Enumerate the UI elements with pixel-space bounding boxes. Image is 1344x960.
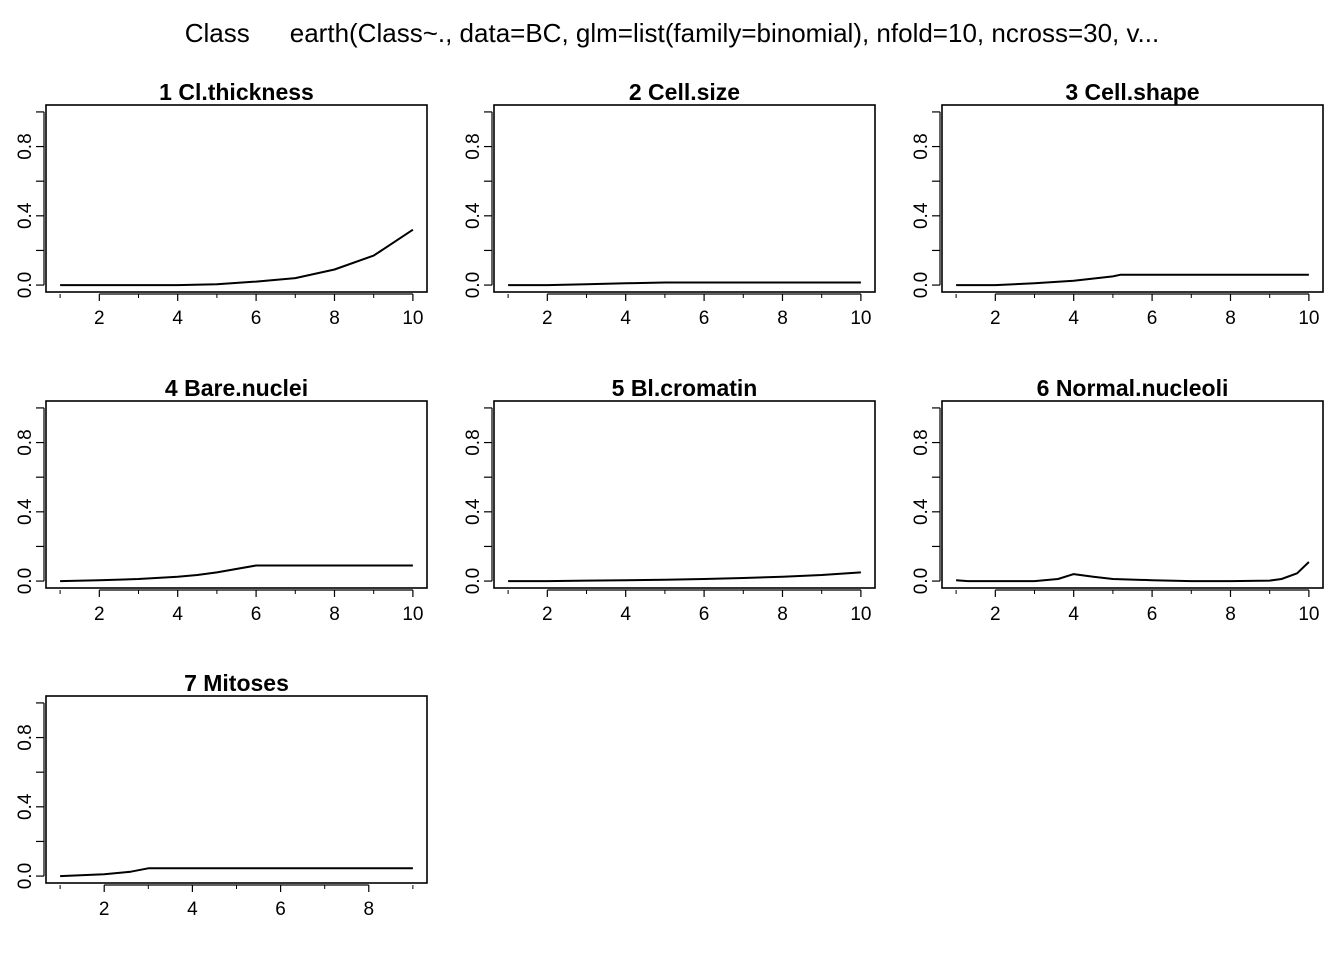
y-tick-label: 0.0 bbox=[911, 568, 932, 594]
series-line bbox=[60, 867, 413, 878]
x-tick-label: 6 bbox=[1147, 308, 1158, 329]
panel-7: 7 Mitoses 0.0 0.4 0.8 2 4 6 8 bbox=[15, 670, 428, 920]
series-line bbox=[956, 561, 1310, 583]
panel-title: 7 Mitoses bbox=[184, 670, 289, 696]
x-tick-label: 10 bbox=[402, 308, 423, 329]
y-tick-label: 0.8 bbox=[15, 429, 36, 455]
panel-4: 4 Bare.nuclei 0.0 0.4 0.8 2 4 6 8 10 bbox=[15, 375, 428, 625]
series-line bbox=[60, 564, 413, 583]
x-tick-label: 4 bbox=[172, 604, 183, 625]
panel-2: 2 Cell.size 0.0 0.4 0.8 2 4 6 8 10 bbox=[463, 79, 876, 329]
x-tick-label: 8 bbox=[777, 308, 788, 329]
x-tick-label: 4 bbox=[172, 308, 183, 329]
y-tick-label: 0.4 bbox=[463, 498, 484, 525]
y-tick-label: 0.4 bbox=[463, 202, 484, 229]
x-tick-label: 6 bbox=[699, 308, 710, 329]
x-tick-label: 8 bbox=[1225, 308, 1236, 329]
y-tick-label: 0.0 bbox=[15, 272, 36, 298]
y-tick-label: 0.0 bbox=[463, 272, 484, 298]
y-tick-label: 0.8 bbox=[463, 133, 484, 159]
panel-1: 1 Cl.thickness 0.0 0.4 0.8 2 4 6 8 10 bbox=[15, 79, 428, 329]
y-tick-label: 0.0 bbox=[463, 568, 484, 594]
x-tick-label: 8 bbox=[329, 308, 340, 329]
x-tick-label: 2 bbox=[94, 604, 105, 625]
series-line bbox=[508, 281, 861, 287]
plot-frame bbox=[45, 400, 428, 589]
y-tick-label: 0.4 bbox=[15, 793, 36, 820]
plot-frame bbox=[493, 400, 876, 589]
x-tick-label: 10 bbox=[850, 604, 871, 625]
y-tick-label: 0.8 bbox=[15, 133, 36, 159]
plot-frame bbox=[941, 104, 1324, 293]
y-tick-label: 0.0 bbox=[911, 272, 932, 298]
x-tick-label: 2 bbox=[990, 308, 1001, 329]
x-tick-label: 4 bbox=[187, 899, 198, 920]
x-tick-label: 6 bbox=[275, 899, 286, 920]
y-tick-label: 0.0 bbox=[15, 568, 36, 594]
plot-frame bbox=[941, 400, 1324, 589]
x-tick-label: 6 bbox=[251, 308, 262, 329]
panel-3: 3 Cell.shape 0.0 0.4 0.8 2 4 6 8 10 bbox=[911, 79, 1324, 329]
panel-6: 6 Normal.nucleoli 0.0 0.4 0.8 2 4 6 8 10 bbox=[911, 375, 1324, 625]
y-tick-label: 0.8 bbox=[911, 429, 932, 455]
series-line bbox=[508, 571, 861, 583]
x-tick-label: 6 bbox=[251, 604, 262, 625]
panel-title: 5 Bl.cromatin bbox=[612, 375, 758, 401]
x-tick-label: 6 bbox=[1147, 604, 1158, 625]
x-tick-label: 4 bbox=[620, 604, 631, 625]
figure-title: Class earth(Class~., data=BC, glm=list(fa… bbox=[0, 18, 1344, 49]
y-tick-label: 0.4 bbox=[911, 498, 932, 525]
panel-title: 3 Cell.shape bbox=[1065, 79, 1199, 105]
y-tick-label: 0.4 bbox=[15, 202, 36, 229]
x-tick-label: 4 bbox=[1068, 604, 1079, 625]
x-tick-label: 4 bbox=[1068, 308, 1079, 329]
x-tick-label: 8 bbox=[777, 604, 788, 625]
x-tick-label: 8 bbox=[1225, 604, 1236, 625]
x-tick-label: 10 bbox=[1298, 604, 1319, 625]
y-tick-label: 0.4 bbox=[911, 202, 932, 229]
x-tick-label: 8 bbox=[364, 899, 375, 920]
x-tick-label: 2 bbox=[990, 604, 1001, 625]
series-line bbox=[60, 228, 414, 287]
y-tick-label: 0.8 bbox=[15, 724, 36, 750]
y-tick-label: 0.8 bbox=[911, 133, 932, 159]
panel-title: 6 Normal.nucleoli bbox=[1037, 375, 1229, 401]
x-tick-label: 10 bbox=[402, 604, 423, 625]
x-tick-label: 6 bbox=[699, 604, 710, 625]
response-label: Class bbox=[184, 18, 250, 48]
plot-frame bbox=[493, 104, 876, 293]
y-tick-label: 0.4 bbox=[15, 498, 36, 525]
model-call: earth(Class~., data=BC, glm=list(family=… bbox=[289, 18, 1160, 48]
panel-title: 2 Cell.size bbox=[629, 79, 740, 105]
x-tick-label: 4 bbox=[620, 308, 631, 329]
x-tick-label: 8 bbox=[329, 604, 340, 625]
x-tick-label: 10 bbox=[1298, 308, 1319, 329]
panel-5: 5 Bl.cromatin 0.0 0.4 0.8 2 4 6 8 10 bbox=[463, 375, 876, 625]
series-line bbox=[956, 273, 1309, 287]
y-tick-label: 0.0 bbox=[15, 863, 36, 889]
x-tick-label: 10 bbox=[850, 308, 871, 329]
x-tick-label: 2 bbox=[99, 899, 110, 920]
plot-frame bbox=[45, 695, 428, 884]
x-tick-label: 2 bbox=[542, 604, 553, 625]
panel-title: 1 Cl.thickness bbox=[159, 79, 314, 105]
y-tick-label: 0.8 bbox=[463, 429, 484, 455]
x-tick-label: 2 bbox=[94, 308, 105, 329]
plot-frame bbox=[45, 104, 428, 293]
x-tick-label: 2 bbox=[542, 308, 553, 329]
panel-title: 4 Bare.nuclei bbox=[165, 375, 308, 401]
